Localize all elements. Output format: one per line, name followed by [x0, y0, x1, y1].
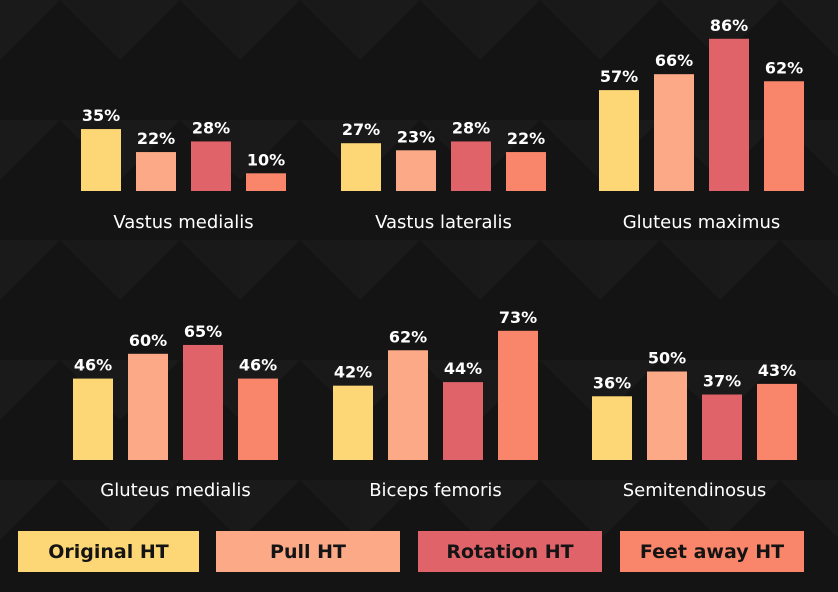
- bar-semitendinosus-feet-away-ht: [757, 383, 797, 460]
- bar-gluteus-medialis-pull-ht: [128, 353, 168, 460]
- panel-title-vastus-medialis: Vastus medialis: [113, 212, 253, 233]
- data-label-vastus-medialis-pull-ht: 22%: [137, 129, 175, 148]
- data-label-vastus-lateralis-rotation-ht: 28%: [452, 118, 490, 137]
- data-label-vastus-lateralis-original-ht: 27%: [342, 120, 380, 139]
- bar-vastus-lateralis-pull-ht: [396, 150, 436, 191]
- legend-item-rotation-ht: Rotation HT: [418, 531, 602, 572]
- data-label-biceps-femoris-original-ht: 42%: [334, 363, 372, 382]
- data-label-semitendinosus-feet-away-ht: 43%: [758, 361, 796, 380]
- data-label-biceps-femoris-pull-ht: 62%: [389, 327, 427, 346]
- panel-gluteus-maximus: 57% 66% 86% 62% Gluteus maximus: [599, 16, 804, 233]
- bar-gluteus-maximus-feet-away-ht: [764, 81, 804, 191]
- bar-biceps-femoris-rotation-ht: [443, 382, 483, 460]
- panel-gluteus-medialis: 46% 60% 65% 46% Gluteus medialis: [73, 322, 278, 501]
- data-label-gluteus-maximus-original-ht: 57%: [600, 67, 638, 86]
- bar-semitendinosus-original-ht: [592, 396, 632, 460]
- panel-vastus-lateralis: 27% 23% 28% 22% Vastus lateralis: [341, 118, 546, 233]
- data-label-gluteus-medialis-feet-away-ht: 46%: [239, 356, 277, 375]
- panel-title-gluteus-medialis: Gluteus medialis: [100, 480, 250, 501]
- bar-gluteus-maximus-pull-ht: [654, 74, 694, 191]
- panel-title-vastus-lateralis: Vastus lateralis: [375, 212, 512, 233]
- data-label-vastus-lateralis-pull-ht: 23%: [397, 127, 435, 146]
- panel-vastus-medialis: 35% 22% 28% 10% Vastus medialis: [81, 106, 286, 233]
- bar-biceps-femoris-pull-ht: [388, 350, 428, 460]
- bar-vastus-medialis-original-ht: [81, 129, 121, 191]
- data-label-gluteus-maximus-rotation-ht: 86%: [710, 16, 748, 35]
- legend-item-pull-ht: Pull HT: [216, 531, 400, 572]
- data-label-gluteus-medialis-pull-ht: 60%: [129, 331, 167, 350]
- data-label-biceps-femoris-feet-away-ht: 73%: [499, 308, 537, 327]
- data-label-vastus-medialis-rotation-ht: 28%: [192, 118, 230, 137]
- bar-vastus-medialis-feet-away-ht: [246, 173, 286, 191]
- data-label-gluteus-medialis-original-ht: 46%: [74, 356, 112, 375]
- bar-semitendinosus-pull-ht: [647, 371, 687, 460]
- bar-vastus-lateralis-feet-away-ht: [506, 152, 546, 191]
- bar-vastus-medialis-pull-ht: [136, 152, 176, 191]
- bar-gluteus-maximus-original-ht: [599, 90, 639, 191]
- data-label-gluteus-maximus-pull-ht: 66%: [655, 51, 693, 70]
- legend-item-original-ht: Original HT: [18, 531, 199, 572]
- bar-vastus-medialis-rotation-ht: [191, 141, 231, 191]
- bar-gluteus-medialis-original-ht: [73, 378, 113, 460]
- panel-biceps-femoris: 42% 62% 44% 73% Biceps femoris: [333, 308, 538, 501]
- data-label-vastus-lateralis-feet-away-ht: 22%: [507, 129, 545, 148]
- data-label-vastus-medialis-original-ht: 35%: [82, 106, 120, 125]
- panel-title-gluteus-maximus: Gluteus maximus: [623, 212, 781, 233]
- bar-vastus-lateralis-rotation-ht: [451, 141, 491, 191]
- bar-biceps-femoris-original-ht: [333, 385, 373, 460]
- bar-semitendinosus-rotation-ht: [702, 394, 742, 460]
- bar-gluteus-maximus-rotation-ht: [709, 38, 749, 191]
- legend-item-feet-away-ht: Feet away HT: [620, 531, 804, 572]
- panel-semitendinosus: 36% 50% 37% 43% Semitendinosus: [592, 349, 797, 501]
- bar-gluteus-medialis-rotation-ht: [183, 344, 223, 460]
- data-label-vastus-medialis-feet-away-ht: 10%: [247, 150, 285, 169]
- bar-vastus-lateralis-original-ht: [341, 143, 381, 191]
- bar-biceps-femoris-feet-away-ht: [498, 330, 538, 460]
- data-label-gluteus-medialis-rotation-ht: 65%: [184, 322, 222, 341]
- data-label-semitendinosus-rotation-ht: 37%: [703, 372, 741, 391]
- bar-gluteus-medialis-feet-away-ht: [238, 378, 278, 460]
- data-label-biceps-femoris-rotation-ht: 44%: [444, 359, 482, 378]
- panel-title-semitendinosus: Semitendinosus: [623, 480, 767, 501]
- data-label-semitendinosus-original-ht: 36%: [593, 373, 631, 392]
- data-label-semitendinosus-pull-ht: 50%: [648, 349, 686, 368]
- data-label-gluteus-maximus-feet-away-ht: 62%: [765, 58, 803, 77]
- panel-title-biceps-femoris: Biceps femoris: [369, 480, 502, 501]
